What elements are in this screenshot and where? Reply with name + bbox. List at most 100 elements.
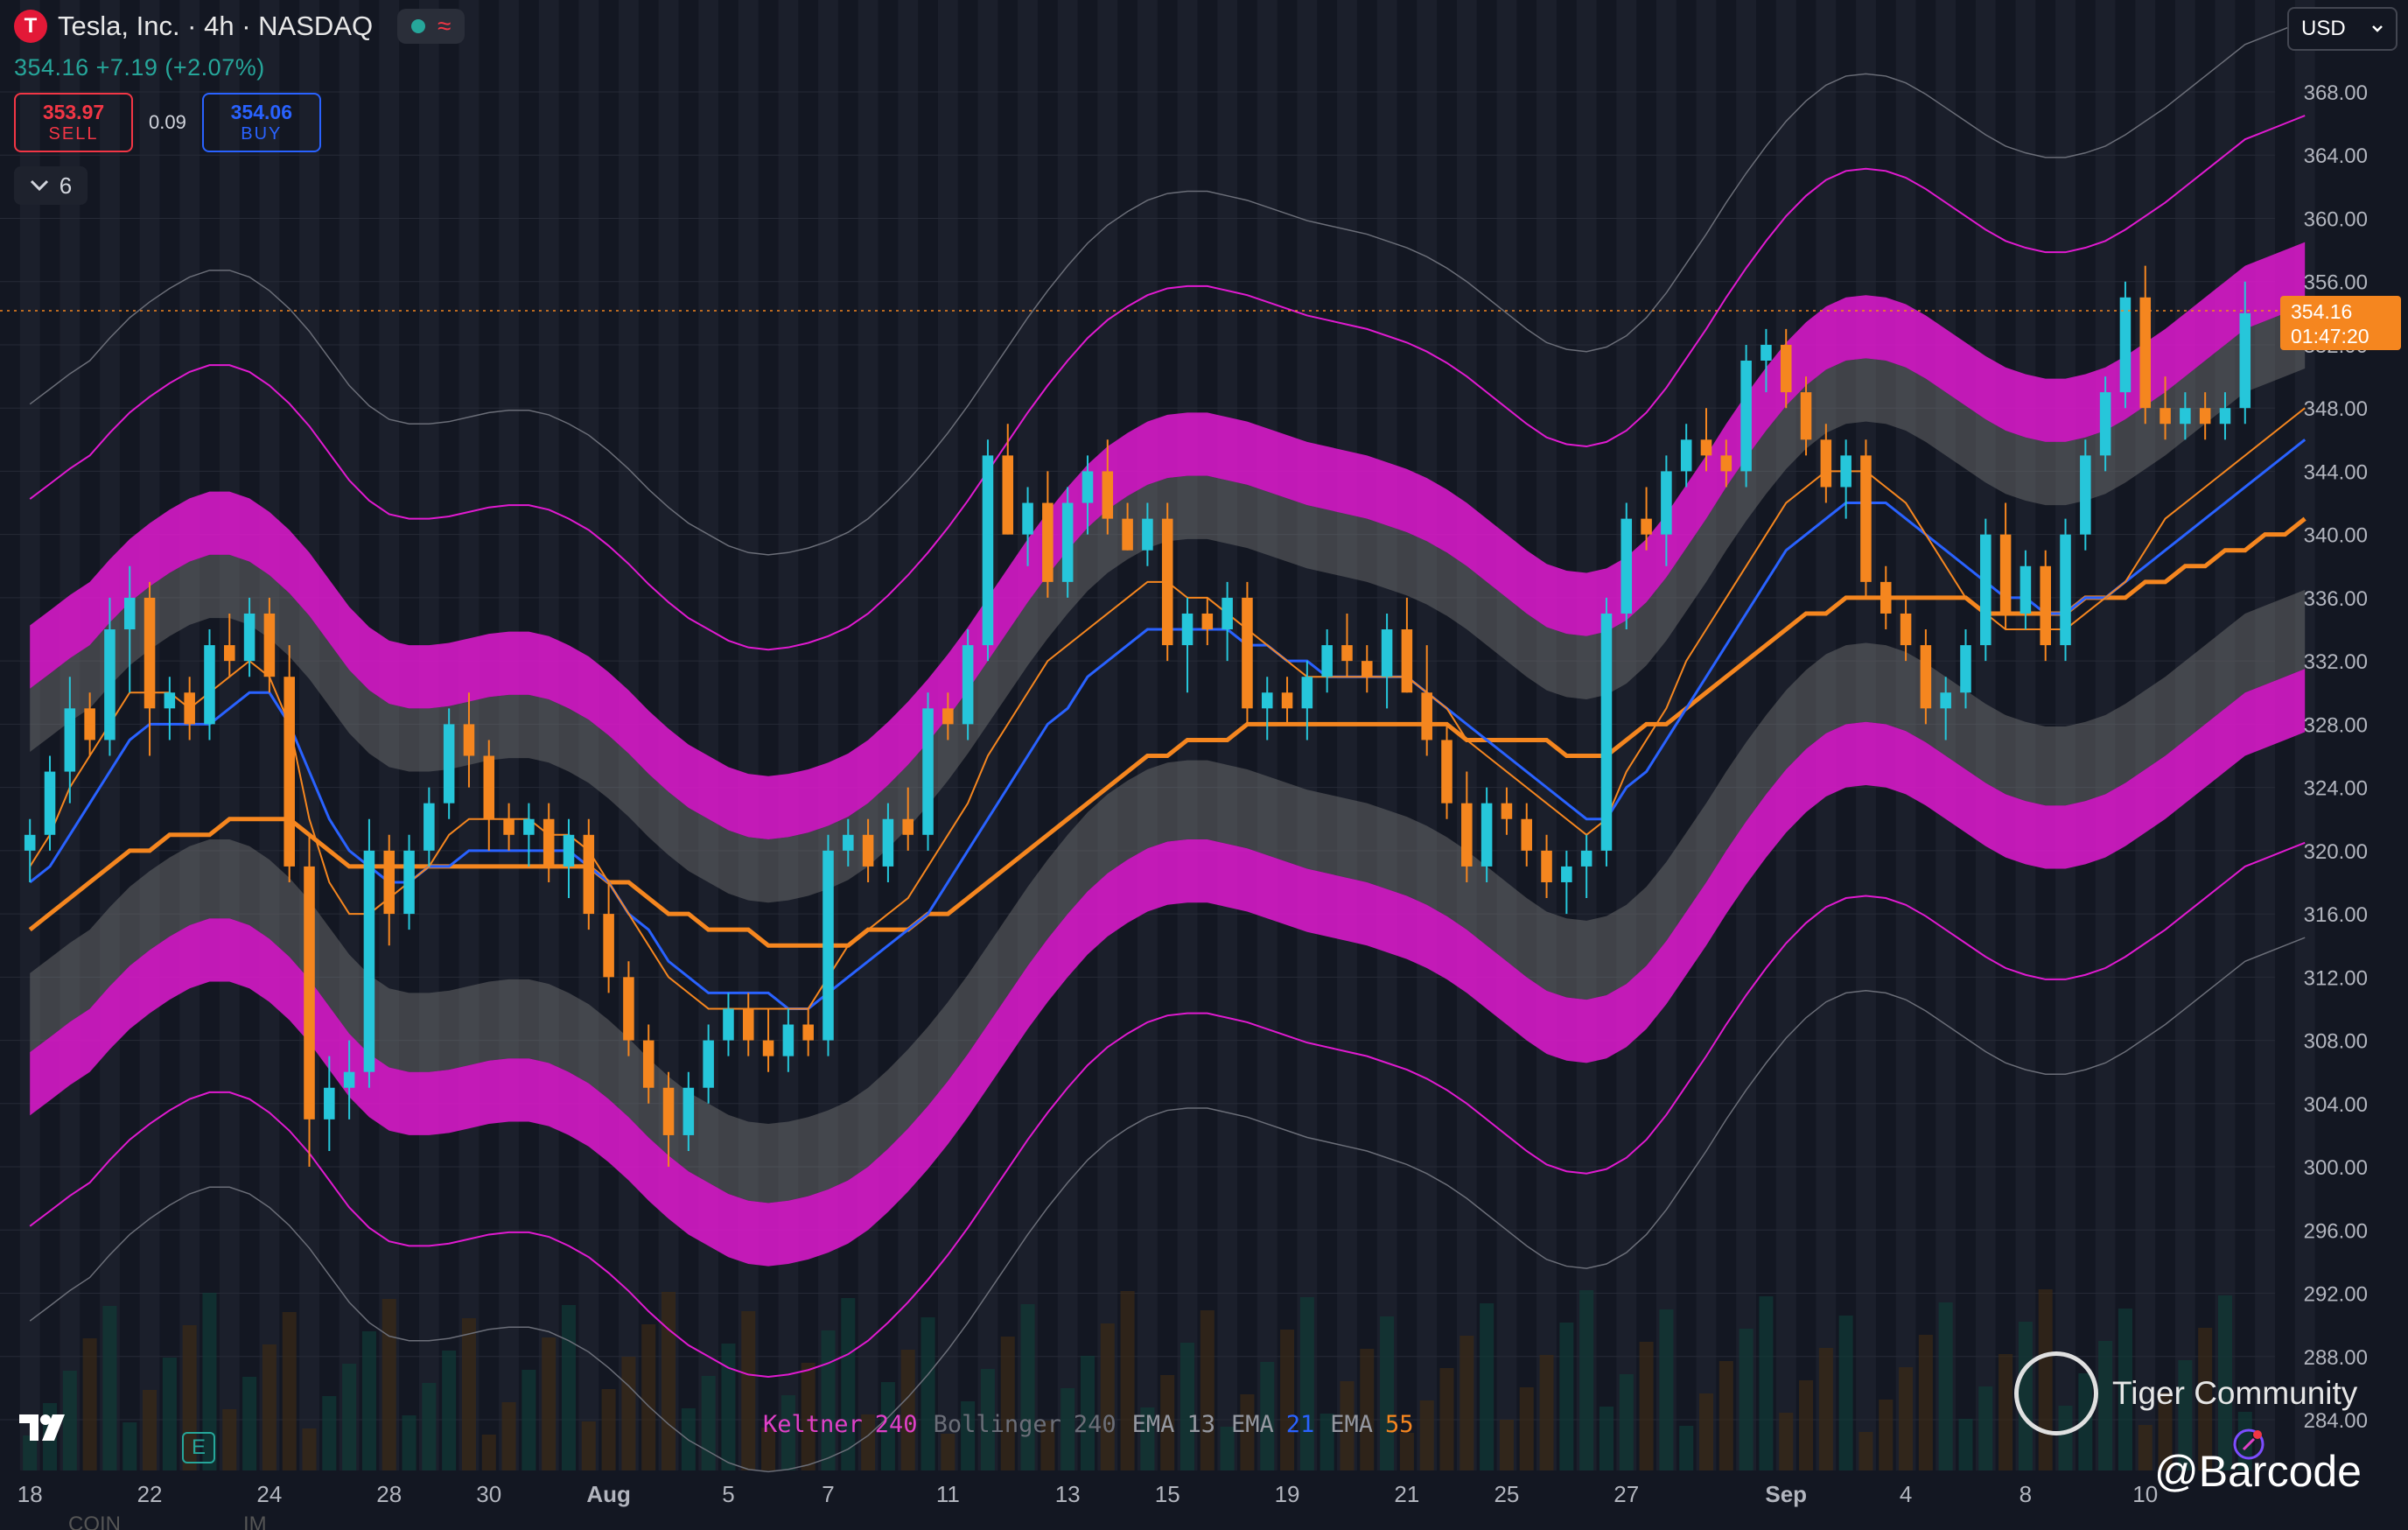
indicators-toggle-button[interactable]: 6	[14, 166, 88, 205]
candle-body	[2099, 392, 2111, 456]
x-axis[interactable]: 18 22 24 28 30 Aug 5 7 11 13 15 19 21 25 27 Sep 4 8 10	[18, 1481, 2158, 1507]
candle-body	[882, 818, 894, 867]
legend-item-4[interactable]: EMA 55	[1330, 1411, 1413, 1438]
indicators-count: 6	[59, 172, 73, 199]
earnings-badge[interactable]: E	[182, 1432, 215, 1463]
x-tick-label: 21	[1394, 1481, 1419, 1507]
volume-bar	[701, 1376, 716, 1470]
volume-bar	[1040, 1421, 1055, 1470]
candle	[1680, 424, 1692, 488]
candle	[24, 818, 36, 882]
candle-body	[1381, 629, 1393, 677]
candle	[1760, 328, 1772, 393]
candle	[922, 692, 934, 851]
volume-bar	[1080, 1356, 1095, 1470]
volume-bar	[1599, 1407, 1614, 1470]
candle-body	[862, 834, 874, 867]
candle-body	[1022, 502, 1033, 535]
candle	[263, 597, 276, 693]
keltner-outer-upper-line	[29, 115, 2306, 651]
volume-bar	[1978, 1386, 1993, 1470]
volume-bar	[1460, 1336, 1474, 1470]
tab-coin[interactable]: COIN	[68, 1512, 121, 1530]
candle-body	[1840, 455, 1852, 488]
session-stripe	[1138, 0, 1158, 1470]
volume-bar	[2138, 1425, 2152, 1470]
legend-item-0[interactable]: Keltner 240	[763, 1411, 918, 1438]
volume-bar	[322, 1396, 337, 1470]
buy-button[interactable]: 354.06 BUY	[201, 93, 321, 152]
candle	[224, 613, 235, 677]
volume-bar	[501, 1402, 516, 1470]
candle	[483, 740, 495, 851]
candle-body	[1820, 439, 1832, 488]
tradingview-logo-icon[interactable]	[19, 1413, 74, 1442]
candle-body	[1362, 661, 1373, 677]
session-stripe	[2015, 0, 2036, 1470]
session-stripe	[1456, 0, 1477, 1470]
tab-im[interactable]: IM	[243, 1512, 267, 1530]
legend-item-2[interactable]: EMA 13	[1132, 1411, 1215, 1438]
candle	[2119, 281, 2132, 409]
candle-body	[224, 645, 235, 662]
volume-bar	[2098, 1341, 2113, 1470]
candle-body	[164, 692, 176, 709]
candle-body	[2199, 408, 2211, 425]
market-status[interactable]: ≈	[397, 9, 466, 44]
legend-item-3[interactable]: EMA 21	[1231, 1411, 1314, 1438]
candle	[1142, 502, 1153, 566]
candle	[942, 692, 954, 740]
volume-bar	[422, 1383, 437, 1470]
y-tick-label: 328.00	[2304, 713, 2368, 737]
volume-bars	[23, 1289, 2252, 1470]
volume-bar	[522, 1370, 536, 1470]
volume-bar	[1120, 1291, 1135, 1470]
volume-bar	[1499, 1420, 1514, 1470]
candle-body	[1401, 629, 1413, 693]
candle-body	[24, 834, 36, 851]
sell-button[interactable]: 353.97 SELL	[14, 93, 133, 152]
volume-bar	[122, 1422, 137, 1470]
y-tick-label: 340.00	[2304, 524, 2368, 548]
candle	[463, 692, 475, 788]
volume-bar	[542, 1337, 556, 1470]
y-tick-label: 296.00	[2304, 1219, 2368, 1243]
candle-body	[1421, 692, 1432, 740]
session-stripe	[977, 0, 998, 1470]
candle-body	[2160, 408, 2171, 425]
candle	[1181, 597, 1194, 693]
legend-param: 240	[1073, 1411, 1116, 1438]
candle-body	[324, 1087, 335, 1119]
candle-body	[204, 645, 215, 725]
candle-body	[144, 597, 156, 709]
volume-bar	[1838, 1316, 1853, 1470]
volume-bar	[2198, 1328, 2213, 1470]
x-tick-label: 28	[376, 1481, 402, 1507]
candle-body	[1661, 471, 1672, 535]
y-axis[interactable]: 368.00364.00360.00356.00352.00348.00344.…	[2304, 81, 2368, 1433]
volume-bar	[242, 1377, 257, 1470]
legend-item-1[interactable]: Bollinger 240	[934, 1411, 1116, 1438]
keltner-lower-band	[30, 669, 2306, 1267]
candle-body	[1920, 645, 1932, 709]
tiger-community-text: Tiger Community	[2112, 1375, 2358, 1411]
x-tick-label: 18	[18, 1481, 43, 1507]
x-tick-label: 30	[476, 1481, 501, 1507]
session-stripe	[1337, 0, 1357, 1470]
volume-bar	[841, 1298, 856, 1470]
candle-body	[443, 724, 455, 804]
volume-bar	[1280, 1330, 1295, 1470]
symbol-title[interactable]: Tesla, Inc. · 4h · NASDAQ	[58, 11, 374, 41]
candle	[1441, 724, 1452, 819]
currency-select[interactable]: USD	[2287, 7, 2398, 51]
candle	[1321, 629, 1333, 693]
volume-bar	[801, 1363, 816, 1470]
volume-bar	[402, 1415, 416, 1470]
candle	[503, 803, 514, 851]
candle	[583, 818, 595, 930]
candle	[2099, 376, 2111, 472]
volume-bar	[1998, 1354, 2013, 1470]
sparkle-icon[interactable]	[2231, 1427, 2266, 1462]
candle-body	[2139, 297, 2152, 409]
